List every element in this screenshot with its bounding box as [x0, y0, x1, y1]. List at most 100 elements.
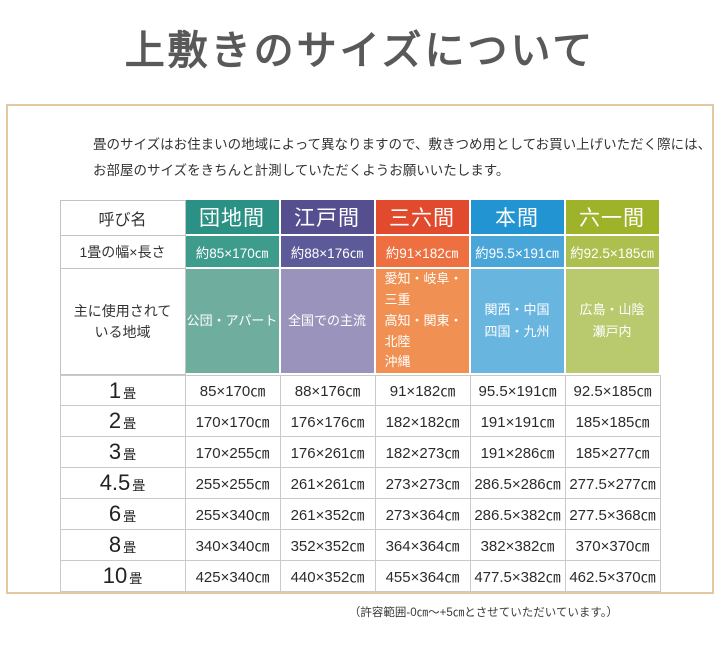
size-cell: 185×277㎝	[565, 437, 661, 469]
mat-size-cell: 約95.5×191㎝	[470, 236, 566, 270]
region-text: 四国・九州	[484, 324, 550, 340]
row-label: 4.5 畳	[59, 468, 186, 500]
region-text: 広島・山陰	[579, 302, 645, 318]
region-cell: 愛知・岐阜・三重 高知・関東・北陸沖縄	[375, 269, 471, 376]
mat-count: 2	[108, 408, 122, 434]
mat-count: 10	[102, 563, 128, 589]
size-cell: 370×370㎝	[565, 530, 661, 562]
size-cell: 340×340㎝	[185, 530, 281, 562]
size-cell: 170×255㎝	[185, 437, 281, 469]
mat-count: 1	[108, 377, 122, 403]
region-cell: 全国での主流	[280, 269, 376, 376]
size-cell: 170×170㎝	[185, 406, 281, 438]
size-cell: 176×176㎝	[280, 406, 376, 438]
size-cell: 440×352㎝	[280, 561, 376, 593]
mat-size-row: 1畳の幅×長さ 約85×170㎝ 約88×176㎝ 約91×182㎝ 約95.5…	[59, 236, 661, 270]
size-cell: 191×286㎝	[470, 437, 566, 469]
content-panel: 畳のサイズはお住まいの地域によって異なりますので、敷きつめ用としてお買い上げいた…	[6, 104, 714, 619]
size-cell: 286.5×286㎝	[470, 468, 566, 500]
tolerance-note: （許容範囲-0㎝～+5㎝とさせていただいています。）	[348, 607, 618, 620]
region-text: 愛知・岐阜・三重	[384, 271, 463, 308]
mat-size-row-label: 1畳の幅×長さ	[59, 236, 186, 270]
column-header-edoma: 江戸間	[280, 200, 376, 237]
region-label-line: いる地域	[94, 323, 151, 340]
region-text: 高知・関東・北陸	[384, 312, 463, 349]
size-cell: 92.5×185㎝	[565, 375, 661, 407]
size-cell: 382×382㎝	[470, 530, 566, 562]
size-cell: 255×340㎝	[185, 499, 281, 531]
size-cell: 185×185㎝	[565, 406, 661, 438]
intro-line-2: お部屋のサイズをきちんと計測していただくようお願いいたします。	[93, 162, 510, 178]
size-cell: 191×191㎝	[470, 406, 566, 438]
mat-size-cell: 約92.5×185㎝	[565, 236, 661, 270]
page-title: 上敷きのサイズについて	[124, 28, 596, 73]
mat-size-cell: 約91×182㎝	[375, 236, 471, 270]
mat-count: 6	[108, 501, 122, 527]
size-cell: 273×273㎝	[375, 468, 471, 500]
mat-unit: 畳	[123, 447, 137, 463]
region-text: 瀬戸内	[592, 324, 632, 340]
size-cell: 364×364㎝	[375, 530, 471, 562]
mat-unit: 畳	[123, 509, 137, 525]
size-cell: 91×182㎝	[375, 375, 471, 407]
size-cell: 455×364㎝	[375, 561, 471, 593]
size-cell: 352×352㎝	[280, 530, 376, 562]
tatami-size-table: 呼び名 団地間 江戸間 三六間 本間 六一間 1畳の幅×長さ 約85×170㎝ …	[59, 200, 661, 593]
mat-size-cell: 約85×170㎝	[185, 236, 281, 270]
region-text: 沖縄	[384, 354, 411, 370]
region-row: 主に使用されて いる地域 公団・アパート 全国での主流 愛知・岐阜・三重 高知・関東…	[59, 269, 661, 376]
region-text: 全国での主流	[287, 313, 366, 329]
size-cell: 261×261㎝	[280, 468, 376, 500]
intro-text: 畳のサイズはお住まいの地域によって異なりますので、敷きつめ用としてお買い上げいた…	[93, 132, 712, 183]
header-row: 呼び名 団地間 江戸間 三六間 本間 六一間	[59, 200, 661, 237]
mat-count: 3	[108, 439, 122, 465]
mat-size-cell: 約88×176㎝	[280, 236, 376, 270]
size-cell: 273×364㎝	[375, 499, 471, 531]
region-cell: 公団・アパート	[185, 269, 281, 376]
size-cell: 477.5×382㎝	[470, 561, 566, 593]
size-cell: 95.5×191㎝	[470, 375, 566, 407]
mat-unit: 畳	[123, 416, 137, 432]
row-label: 10 畳	[59, 561, 186, 593]
mat-count: 8	[108, 532, 122, 558]
column-header-honma: 本間	[470, 200, 566, 237]
size-cell: 176×261㎝	[280, 437, 376, 469]
region-text: 関西・中国	[484, 302, 550, 318]
size-cell: 277.5×277㎝	[565, 468, 661, 500]
table-row: 4.5 畳 255×255㎝ 261×261㎝ 273×273㎝ 286.5×28…	[59, 468, 661, 500]
mat-unit: 畳	[132, 478, 146, 494]
corner-header: 呼び名	[59, 200, 186, 237]
column-header-sabuma: 三六間	[375, 200, 471, 237]
size-cell: 261×352㎝	[280, 499, 376, 531]
region-label-line: 主に使用されて	[73, 302, 172, 319]
region-cell: 関西・中国四国・九州	[470, 269, 566, 376]
table-row: 10 畳 425×340㎝ 440×352㎝ 455×364㎝ 477.5×382…	[59, 561, 661, 593]
region-text: 公団・アパート	[186, 313, 278, 329]
size-cell: 182×182㎝	[375, 406, 471, 438]
intro-line-1: 畳のサイズはお住まいの地域によって異なりますので、敷きつめ用としてお買い上げいた…	[93, 137, 712, 152]
column-header-rokuichima: 六一間	[565, 200, 661, 237]
size-cell: 182×273㎝	[375, 437, 471, 469]
size-cell: 255×255㎝	[185, 468, 281, 500]
mat-count: 4.5	[99, 470, 131, 496]
mat-unit: 畳	[123, 385, 137, 401]
mat-unit: 畳	[123, 540, 137, 556]
region-cell: 広島・山陰 瀬戸内	[565, 269, 661, 376]
region-row-label: 主に使用されて いる地域	[59, 269, 186, 376]
size-cell: 425×340㎝	[185, 561, 281, 593]
mat-unit: 畳	[129, 571, 143, 587]
size-cell: 88×176㎝	[280, 375, 376, 407]
column-header-danchima: 団地間	[185, 200, 281, 237]
size-cell: 277.5×368㎝	[565, 499, 661, 531]
size-cell: 462.5×370㎝	[565, 561, 661, 593]
size-cell: 85×170㎝	[185, 375, 281, 407]
